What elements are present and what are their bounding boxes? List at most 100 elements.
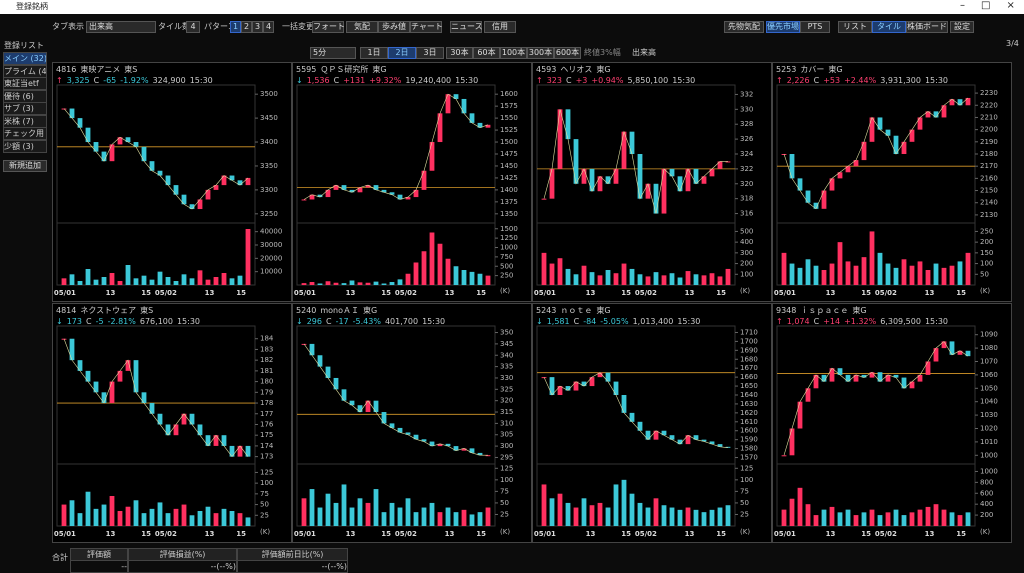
volume-bar: [229, 278, 235, 285]
label: 一括変更: [282, 22, 314, 31]
candle: [149, 403, 155, 414]
candle: [109, 381, 115, 404]
bars-button[interactable]: 600本: [554, 47, 581, 59]
chart-tile[interactable]: 5253 カバー 東G ↑ 2,226 C +53 +2.44% 3,931,300 15:30 2…: [772, 62, 1012, 302]
pattern-button[interactable]: 4: [263, 21, 274, 33]
list-item[interactable]: チェック用 (: [3, 127, 47, 140]
candle: [661, 168, 667, 214]
volume-bar: [725, 268, 731, 285]
candle: [933, 348, 939, 362]
mode-button[interactable]: 先物気配: [724, 21, 764, 33]
y-tick-label: 315: [500, 408, 513, 416]
list-item[interactable]: サブ (3): [3, 102, 47, 115]
y-tick-label: 1575: [500, 102, 518, 110]
mode-button[interactable]: タイル: [872, 21, 906, 33]
list-item[interactable]: 少額 (3): [3, 139, 47, 153]
tile-header: 5240 monoＡＩ 東G: [296, 305, 377, 316]
chart-tile[interactable]: 5595 ＱＰＳ研究所 東G ↓ 1,536 C +131 +9.32% 19,240,400 1…: [292, 62, 532, 302]
volume-bar: [565, 502, 571, 526]
dropdown[interactable]: 5分: [310, 47, 356, 59]
x-tick-label: 15: [236, 530, 246, 538]
volume-bar: [613, 484, 619, 526]
volume-bar: [61, 504, 67, 526]
range-button[interactable]: 3日: [416, 47, 444, 59]
volume-bar: [125, 506, 131, 526]
chart-tile[interactable]: 4816 東映アニメ 東S ↑ 3,325 C -65 -1.92% 324,900 15:30 3…: [52, 62, 292, 302]
list-item[interactable]: メイン (32): [3, 52, 47, 65]
pattern-button[interactable]: 3: [252, 21, 263, 33]
volume: 5,850,100: [627, 76, 669, 85]
list-item[interactable]: プライム (4: [3, 64, 47, 78]
candle: [669, 168, 675, 177]
bars-button[interactable]: 300本: [527, 47, 554, 59]
view-button[interactable]: 気配: [346, 21, 378, 33]
bars-button[interactable]: 100本: [500, 47, 527, 59]
change-pct: -2.81%: [107, 317, 136, 326]
candle: [813, 374, 819, 389]
candle: [645, 183, 651, 199]
candle: [429, 441, 435, 447]
mode-button[interactable]: 設定: [950, 21, 974, 33]
chart-tile[interactable]: 5243 ｎｏｔｅ 東G ↓ 1,581 C -84 -5.05% 1,013,400 15:30…: [532, 303, 772, 543]
candle: [613, 381, 619, 395]
dropdown[interactable]: 出来高: [86, 21, 156, 33]
list-item[interactable]: 東証当etf: [3, 77, 47, 90]
candle: [181, 194, 187, 205]
candle: [693, 435, 699, 440]
volume-bar: [629, 493, 635, 526]
checkbox[interactable]: 終値3%幅: [584, 48, 621, 57]
volume-bar: [877, 252, 883, 285]
arrow: ↓: [296, 317, 303, 326]
volume-bar: [301, 283, 307, 285]
bars-button[interactable]: 60本: [473, 47, 500, 59]
list-item[interactable]: 優待 (6): [3, 89, 47, 103]
view-button[interactable]: ニュース: [450, 21, 483, 33]
view-button[interactable]: 信用: [484, 21, 516, 33]
range-button[interactable]: 2日: [388, 47, 416, 59]
range-button[interactable]: 1日: [360, 47, 388, 59]
volume: 676,100: [139, 317, 173, 326]
candle: [701, 176, 707, 184]
time: 15:30: [455, 76, 479, 85]
mode-button[interactable]: PTS: [800, 21, 830, 33]
stock-market: 東S: [140, 306, 154, 315]
y-tick-label: 1550: [500, 114, 518, 122]
add-button[interactable]: 新規追加: [3, 160, 47, 172]
candle: [573, 139, 579, 184]
candle: [333, 377, 339, 390]
list-item[interactable]: 米株 (7): [3, 114, 47, 128]
candle: [605, 372, 611, 382]
y-tick-label: 310: [500, 419, 513, 427]
x-tick-label: 13: [925, 530, 935, 538]
mode-button[interactable]: 優先市場: [766, 21, 800, 33]
checkbox[interactable]: 出来高: [632, 48, 656, 57]
mode-button[interactable]: リスト: [838, 21, 872, 33]
dropdown[interactable]: 4: [186, 21, 200, 33]
view-button[interactable]: 歩み値: [378, 21, 410, 33]
view-button[interactable]: フォート: [312, 21, 345, 33]
y-tick-label: 1680: [740, 355, 758, 363]
pattern-button[interactable]: 2: [241, 21, 252, 33]
pattern-button[interactable]: 1: [230, 21, 241, 33]
change: +14: [823, 317, 841, 326]
tile-quote: ↑ 2,226 C +53 +2.44% 3,931,300 15:30: [776, 75, 948, 86]
chart-tile[interactable]: 4814 ネクストウェア 東S ↓ 173 C -5 -2.81% 676,100 15:30 18…: [52, 303, 292, 543]
stock-code: 4816: [56, 65, 77, 74]
view-button[interactable]: チャート: [410, 21, 443, 33]
volume-bar: [701, 275, 707, 285]
window-controls[interactable]: –□×: [960, 0, 1024, 11]
volume-bar: [925, 506, 931, 526]
candle: [165, 175, 171, 186]
mode-button[interactable]: 株価ボード: [906, 21, 948, 33]
bars-button[interactable]: 30本: [446, 47, 473, 59]
chart-tile[interactable]: 4593 ヘリオス 東G ↑ 323 C +3 +0.94% 5,850,100 15:30 332…: [532, 62, 772, 302]
volume-bar: [901, 515, 907, 526]
tile-quote: ↑ 323 C +3 +0.94% 5,850,100 15:30: [536, 75, 695, 86]
volume-bar: [941, 509, 947, 526]
chart-tile[interactable]: 9348 ｉｓｐａｃｅ 東G ↑ 1,074 C +14 +1.32% 6,309,500 15:…: [772, 303, 1012, 543]
candle: [477, 122, 483, 128]
volume-bar: [93, 508, 99, 526]
chart-tile[interactable]: 5240 monoＡＩ 東G ↓ 296 C -17 -5.43% 401,700 15:30 35…: [292, 303, 532, 543]
volume-unit: (K): [500, 287, 510, 295]
change: -17: [335, 317, 349, 326]
